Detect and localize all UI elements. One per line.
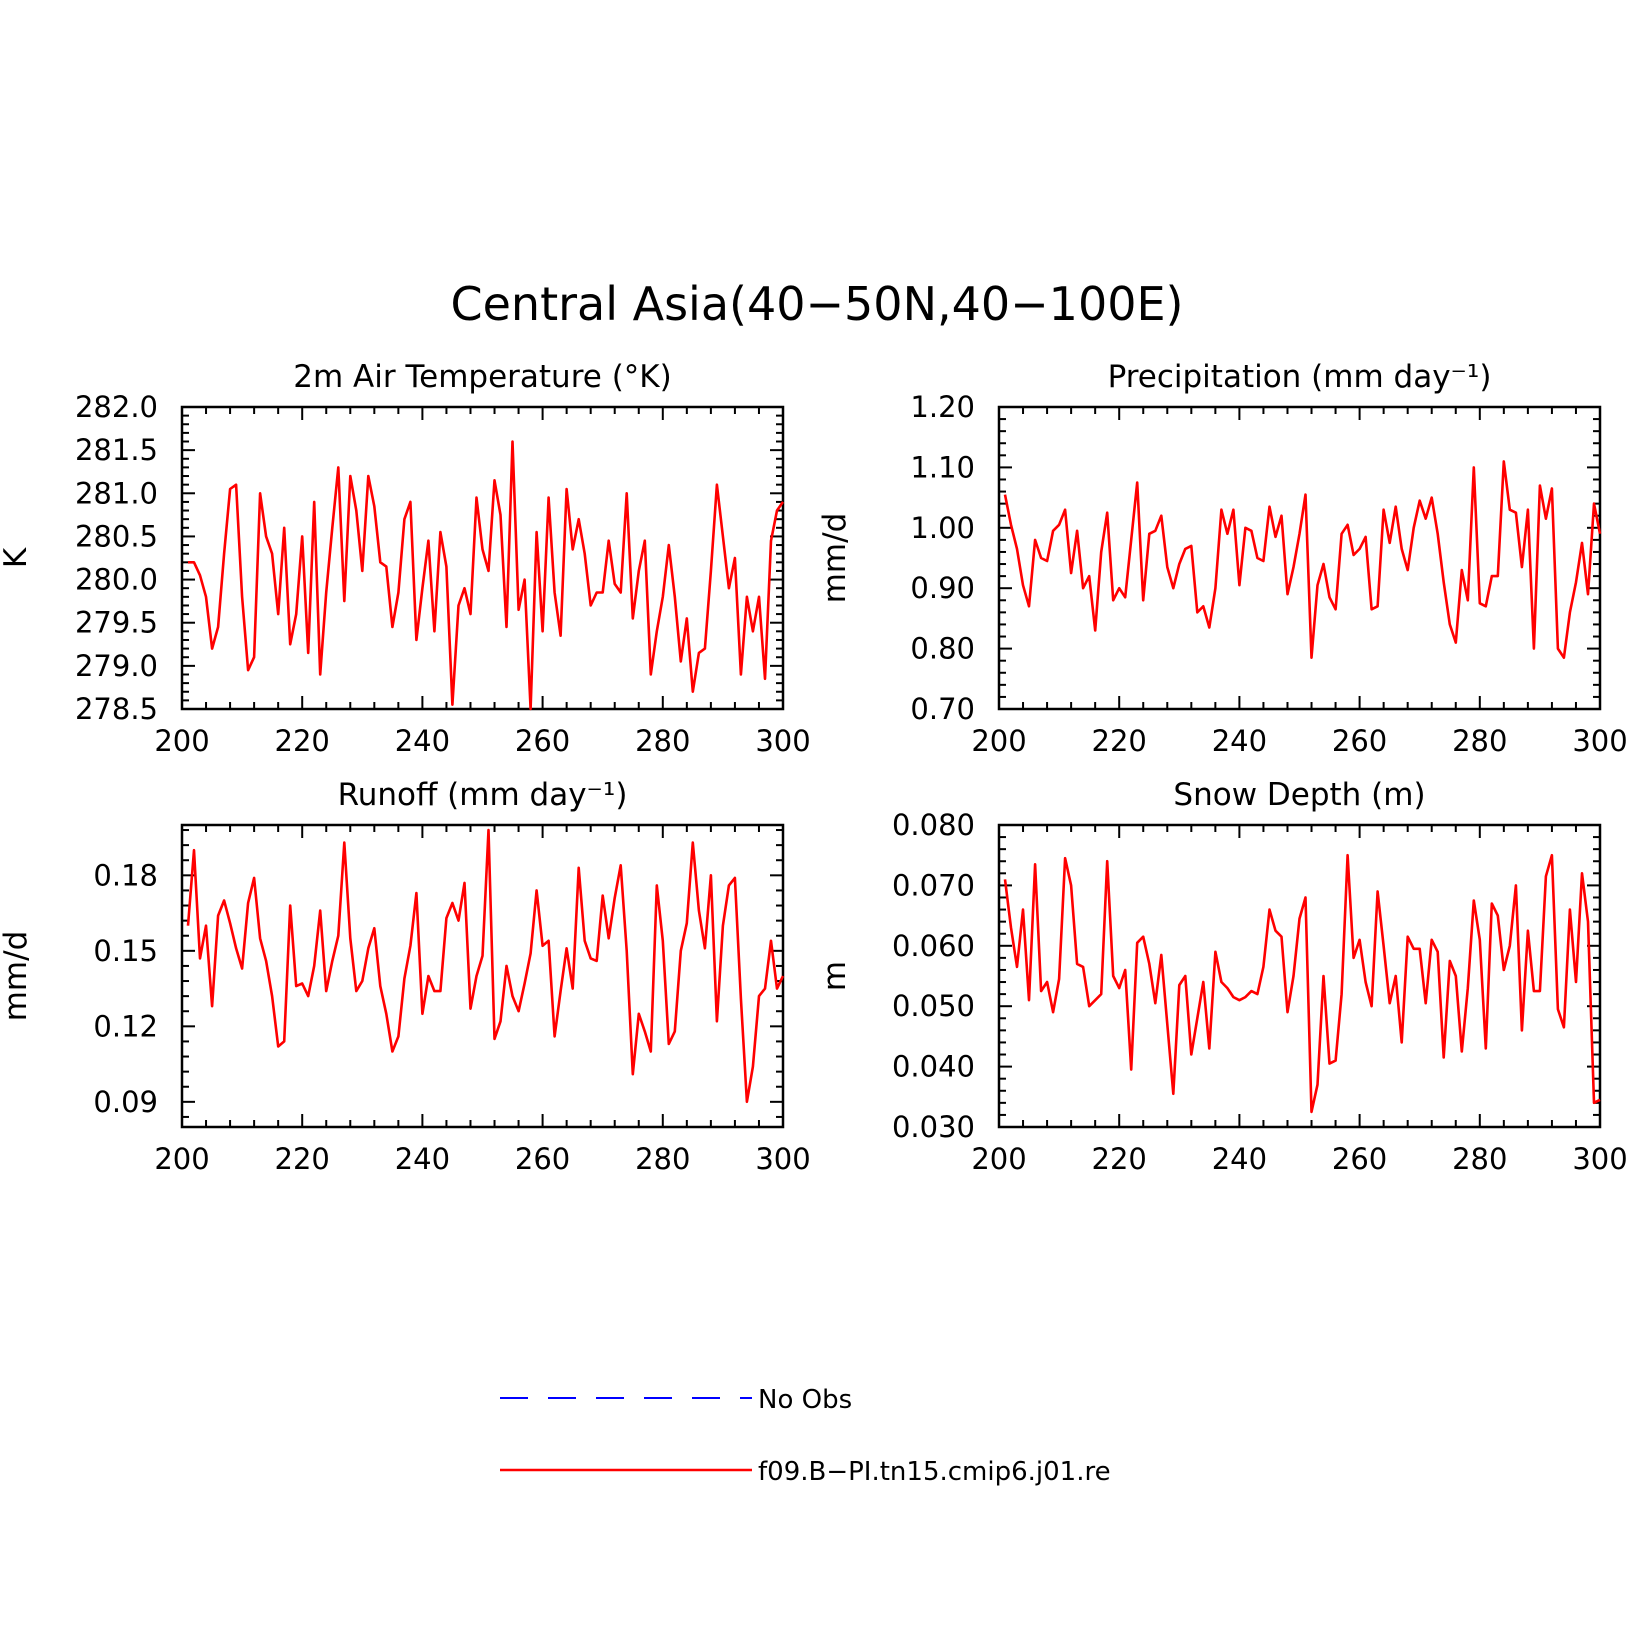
snow-depth-y-tick-label: 0.040 <box>892 1050 975 1084</box>
runoff-x-tick-label: 200 <box>154 1142 209 1176</box>
precipitation-y-tick-label: 0.80 <box>910 632 975 666</box>
air-temperature-y-tick-label: 279.5 <box>75 606 158 640</box>
precipitation-y-tick-label: 1.10 <box>910 450 975 484</box>
air-temperature-x-tick-label: 260 <box>515 724 570 758</box>
precipitation-x-tick-label: 300 <box>1572 724 1627 758</box>
panel-air-temperature: 2m Air Temperature (°K) 200 220 240 260 280 30… <box>0 359 811 758</box>
snow-depth-x-tick-label: 220 <box>1092 1142 1147 1176</box>
air-temperature-series-line <box>188 440 785 711</box>
air-temperature-x-tick-label: 280 <box>635 724 690 758</box>
air-temperature-plot-frame <box>180 405 785 711</box>
legend: No Obs f09.B−PI.tn15.cmip6.j01.re <box>500 1385 1111 1487</box>
snow-depth-x-tick-label: 200 <box>971 1142 1026 1176</box>
snow-depth-y-tick-label: 0.070 <box>892 868 975 902</box>
precipitation-plot-frame <box>997 405 1602 711</box>
air-temperature-x-tick-label: 220 <box>275 724 330 758</box>
air-temperature-y-axis-label: K <box>0 547 34 568</box>
runoff-y-tick-label: 0.12 <box>93 1009 158 1043</box>
snow-depth-series-line <box>1003 853 1601 1114</box>
runoff-series-line <box>186 828 785 1104</box>
air-temperature-y-tick-label: 280.5 <box>75 519 158 553</box>
precipitation-x-tick-label: 260 <box>1332 724 1387 758</box>
precipitation-title: Precipitation (mm day⁻¹) <box>1108 359 1492 395</box>
air-temperature-y-tick-label: 278.5 <box>75 692 158 726</box>
runoff-title: Runoff (mm day⁻¹) <box>338 777 628 813</box>
runoff-y-axis-label: mm/d <box>0 931 34 1022</box>
precipitation-y-tick-label: 0.90 <box>910 571 975 605</box>
snow-depth-y-tick-label: 0.080 <box>892 808 975 842</box>
air-temperature-y-tick-label: 281.5 <box>75 433 158 467</box>
air-temperature-x-tick-label: 240 <box>395 724 450 758</box>
air-temperature-x-tick-label: 300 <box>755 724 810 758</box>
snow-depth-title: Snow Depth (m) <box>1173 777 1425 813</box>
runoff-plot-frame <box>180 823 785 1129</box>
precipitation-y-tick-label: 1.20 <box>910 390 975 424</box>
precipitation-y-tick-label: 1.00 <box>910 511 975 545</box>
precipitation-x-tick-label: 220 <box>1092 724 1147 758</box>
precipitation-x-tick-label: 200 <box>971 724 1026 758</box>
runoff-y-tick-label: 0.09 <box>93 1085 158 1119</box>
precipitation-x-tick-label: 240 <box>1212 724 1267 758</box>
air-temperature-y-tick-label: 281.0 <box>75 476 158 510</box>
runoff-x-tick-label: 280 <box>635 1142 690 1176</box>
air-temperature-title: 2m Air Temperature (°K) <box>293 359 671 395</box>
runoff-y-tick-label: 0.18 <box>93 858 158 892</box>
panel-precipitation: Precipitation (mm day⁻¹) 200 220 240 260 280 3… <box>817 359 1628 758</box>
snow-depth-y-tick-label: 0.030 <box>892 1110 975 1144</box>
air-temperature-y-tick-label: 280.0 <box>75 563 158 597</box>
runoff-y-tick-label: 0.15 <box>93 934 158 968</box>
snow-depth-y-axis-label: m <box>817 961 853 991</box>
snow-depth-x-tick-label: 240 <box>1212 1142 1267 1176</box>
legend-label-no-obs: No Obs <box>758 1385 852 1415</box>
precipitation-x-tick-label: 280 <box>1452 724 1507 758</box>
runoff-x-tick-label: 240 <box>395 1142 450 1176</box>
air-temperature-x-tick-label: 200 <box>154 724 209 758</box>
figure-title: Central Asia(40−50N,40−100E) <box>451 277 1184 331</box>
panel-snow-depth: Snow Depth (m) 200 220 240 260 280 300 0.030 0.0… <box>817 777 1628 1176</box>
snow-depth-plot-frame <box>997 823 1602 1129</box>
air-temperature-y-tick-label: 282.0 <box>75 390 158 424</box>
legend-label-model: f09.B−PI.tn15.cmip6.j01.re <box>758 1457 1111 1487</box>
precipitation-series-line <box>1003 460 1602 660</box>
snow-depth-x-tick-label: 300 <box>1572 1142 1627 1176</box>
runoff-x-tick-label: 260 <box>515 1142 570 1176</box>
runoff-x-tick-label: 220 <box>275 1142 330 1176</box>
precipitation-y-tick-label: 0.70 <box>910 692 975 726</box>
panel-runoff: Runoff (mm day⁻¹) 200 220 240 260 280 300 0.09 0… <box>0 777 811 1176</box>
snow-depth-x-tick-label: 260 <box>1332 1142 1387 1176</box>
runoff-x-tick-label: 300 <box>755 1142 810 1176</box>
air-temperature-y-tick-label: 279.0 <box>75 649 158 683</box>
precipitation-y-axis-label: mm/d <box>817 513 853 604</box>
snow-depth-x-tick-label: 280 <box>1452 1142 1507 1176</box>
snow-depth-y-tick-label: 0.060 <box>892 929 975 963</box>
snow-depth-y-tick-label: 0.050 <box>892 989 975 1023</box>
